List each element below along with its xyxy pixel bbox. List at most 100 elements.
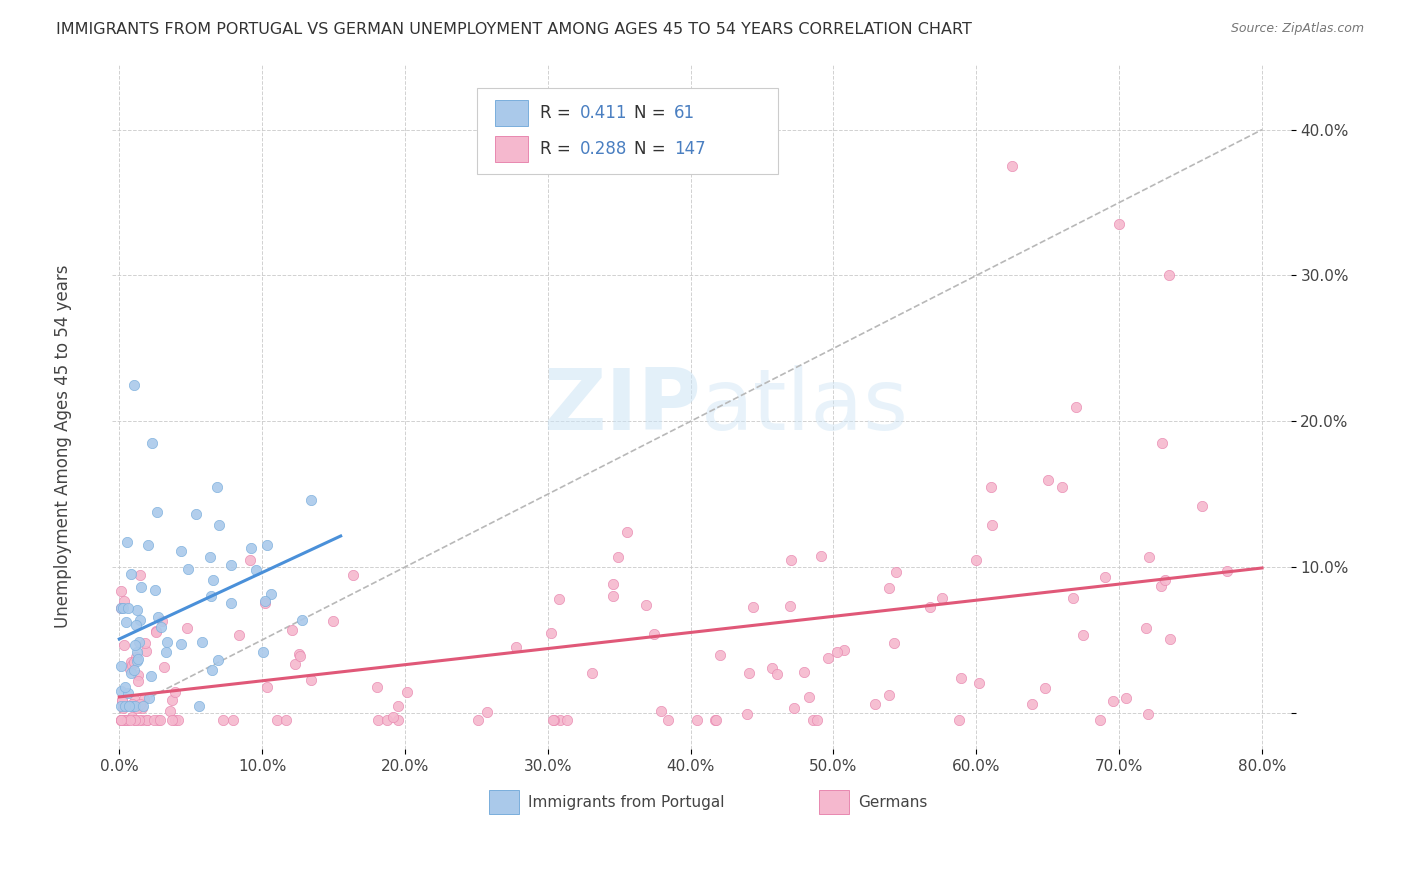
Point (228, 627, 250, 641)
Point (981, 517, 1004, 532)
Point (797, 690, 820, 705)
Point (111, 694, 134, 708)
Point (128, 713, 150, 727)
Point (121, 698, 143, 713)
Point (1216, 564, 1239, 578)
Point (801, 713, 824, 727)
Point (141, 436, 163, 450)
Point (387, 698, 409, 713)
Text: 0.411: 0.411 (581, 103, 627, 121)
Text: Source: ZipAtlas.com: Source: ZipAtlas.com (1230, 22, 1364, 36)
Point (129, 580, 152, 594)
FancyBboxPatch shape (489, 790, 519, 814)
Point (1115, 690, 1137, 705)
Point (186, 507, 208, 521)
Point (969, 676, 991, 690)
Point (122, 655, 145, 669)
Text: Germans: Germans (858, 796, 928, 810)
Point (254, 594, 277, 608)
Point (136, 539, 159, 553)
Point (111, 693, 134, 707)
Point (125, 701, 148, 715)
Point (131, 713, 153, 727)
Point (165, 713, 187, 727)
Text: ZIP: ZIP (544, 365, 702, 448)
Point (134, 636, 156, 650)
Point (636, 598, 658, 612)
Point (555, 713, 578, 727)
Point (783, 701, 806, 715)
Point (254, 596, 277, 610)
Point (163, 685, 186, 699)
Point (120, 665, 142, 680)
Point (1036, 473, 1059, 487)
Point (1050, 480, 1073, 494)
Point (395, 685, 418, 699)
Point (865, 697, 887, 711)
Point (117, 535, 139, 549)
Point (148, 610, 170, 624)
Point (150, 614, 173, 628)
FancyBboxPatch shape (478, 88, 778, 174)
Point (117, 686, 139, 700)
Point (115, 615, 138, 629)
Point (291, 613, 314, 627)
Point (1001, 159, 1024, 173)
Point (128, 635, 150, 649)
Point (150, 620, 173, 634)
Point (742, 600, 765, 615)
FancyBboxPatch shape (820, 790, 849, 814)
Point (299, 673, 322, 687)
Point (110, 583, 132, 598)
Point (284, 657, 307, 672)
Point (602, 577, 624, 591)
Point (948, 713, 970, 727)
Point (124, 638, 146, 652)
Point (1154, 573, 1177, 587)
Point (806, 713, 828, 727)
Point (581, 665, 603, 680)
Point (200, 549, 222, 564)
Point (110, 713, 132, 727)
Point (127, 654, 149, 668)
Point (110, 713, 132, 727)
Point (201, 663, 224, 677)
Point (121, 697, 143, 711)
Point (602, 590, 624, 604)
Point (160, 713, 183, 727)
Point (138, 691, 160, 706)
Point (810, 549, 832, 563)
Point (127, 668, 149, 682)
Point (112, 638, 135, 652)
Point (548, 713, 571, 727)
Point (1094, 570, 1116, 584)
Point (541, 713, 564, 727)
Point (124, 713, 146, 727)
Point (245, 563, 267, 577)
Point (367, 713, 389, 727)
Point (761, 661, 783, 675)
Point (1135, 622, 1157, 636)
Point (703, 713, 725, 727)
Point (124, 692, 146, 706)
Point (114, 681, 136, 695)
Point (110, 698, 132, 713)
Point (467, 713, 489, 727)
Point (110, 601, 132, 615)
Point (124, 713, 146, 727)
Point (1090, 713, 1112, 727)
Point (1137, 550, 1160, 565)
Point (143, 713, 166, 727)
Point (200, 589, 222, 603)
Point (121, 657, 143, 672)
Text: N =: N = (634, 103, 671, 121)
Point (765, 666, 787, 681)
Point (121, 710, 143, 724)
Point (120, 713, 142, 727)
Point (128, 613, 150, 627)
Point (143, 582, 166, 597)
Point (122, 377, 145, 392)
Point (1073, 628, 1095, 642)
Point (110, 684, 132, 698)
Text: R =: R = (540, 140, 576, 158)
